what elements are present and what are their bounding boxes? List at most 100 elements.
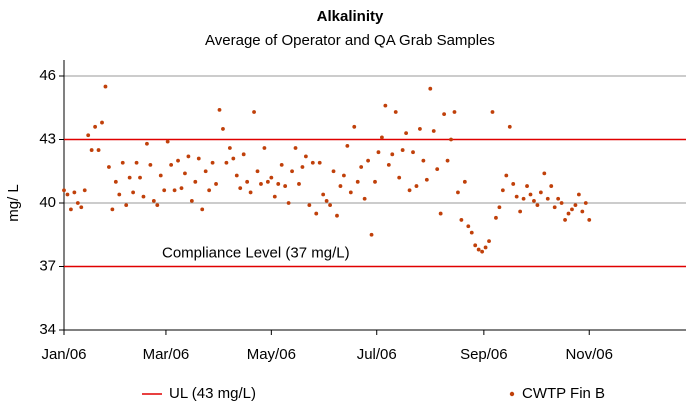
data-point: [290, 169, 294, 174]
data-point: [580, 209, 585, 214]
data-point: [452, 110, 457, 114]
data-point: [504, 173, 509, 178]
data-point: [456, 190, 460, 195]
data-point: [224, 160, 229, 165]
data-point: [497, 205, 502, 210]
data-point: [248, 190, 253, 195]
data-point: [79, 205, 84, 210]
data-point: [120, 160, 125, 165]
x-tick-label: Jan/06: [41, 346, 86, 363]
data-point: [124, 203, 129, 208]
data-point: [238, 186, 243, 191]
legend-label: UL (43 mg/L): [169, 385, 256, 402]
data-point: [186, 154, 191, 159]
data-point: [151, 198, 156, 203]
data-point: [107, 165, 111, 169]
data-point: [521, 196, 526, 201]
data-point: [62, 188, 66, 193]
data-point: [110, 207, 115, 212]
data-point: [297, 182, 301, 186]
data-point: [397, 175, 402, 180]
data-point: [480, 249, 485, 254]
data-point: [200, 207, 205, 212]
data-point: [321, 192, 326, 197]
data-point: [183, 171, 187, 176]
data-point: [393, 110, 398, 114]
data-point: [259, 182, 263, 186]
chart-title: Alkalinity: [317, 8, 384, 25]
y-tick-label: 34: [39, 321, 56, 338]
data-point: [483, 245, 488, 250]
data-point: [241, 152, 246, 157]
data-point: [342, 173, 346, 178]
data-point: [207, 188, 212, 193]
data-point: [476, 247, 481, 252]
chart-subtitle: Average of Operator and QA Grab Samples: [205, 32, 495, 49]
data-point: [400, 148, 405, 152]
data-point: [435, 167, 440, 172]
data-point: [310, 160, 315, 165]
data-point: [411, 150, 415, 155]
data-point: [459, 218, 464, 222]
data-point: [566, 211, 571, 216]
data-point: [535, 203, 540, 208]
data-point: [314, 211, 319, 216]
data-point: [89, 148, 94, 152]
data-point: [573, 203, 578, 208]
data-point: [131, 190, 136, 195]
data-point: [362, 196, 367, 201]
data-point: [300, 165, 305, 169]
data-point: [366, 158, 370, 163]
data-point: [545, 196, 550, 201]
data-point: [380, 135, 384, 140]
data-point: [279, 163, 284, 167]
data-point: [169, 163, 174, 167]
data-point: [265, 179, 270, 184]
data-point: [162, 188, 167, 193]
data-point: [217, 107, 222, 112]
data-point: [542, 171, 547, 176]
data-point: [189, 198, 194, 203]
data-point: [65, 192, 70, 197]
data-point: [583, 201, 588, 205]
data-point: [176, 158, 180, 163]
data-point: [376, 150, 381, 155]
data-point: [559, 201, 564, 205]
data-point: [514, 194, 519, 199]
data-point: [556, 196, 561, 201]
data-point: [100, 120, 104, 125]
data-point: [165, 139, 170, 144]
x-tick-label: Jul/06: [357, 346, 397, 363]
data-point: [414, 184, 419, 188]
data-point: [490, 110, 495, 114]
data-point: [231, 156, 236, 161]
legend-label: CWTP Fin B: [522, 385, 605, 402]
data-point: [210, 160, 215, 165]
data-point: [331, 169, 336, 174]
data-point: [179, 186, 184, 191]
data-point: [72, 190, 77, 195]
data-point: [127, 175, 132, 180]
data-point: [283, 184, 288, 188]
data-point: [69, 207, 73, 212]
data-point: [93, 124, 97, 129]
data-point: [563, 218, 567, 222]
data-point: [487, 239, 491, 244]
data-point: [473, 243, 478, 248]
data-point: [390, 152, 395, 157]
data-point: [421, 158, 426, 163]
data-point: [272, 194, 277, 199]
data-point: [449, 137, 453, 142]
data-point: [518, 209, 523, 214]
y-tick-label: 40: [39, 194, 56, 211]
data-point: [317, 160, 322, 165]
data-point: [134, 160, 139, 165]
data-point: [214, 182, 218, 186]
data-point: [276, 182, 281, 186]
data-point: [262, 146, 267, 150]
data-point: [324, 198, 329, 203]
data-point: [227, 146, 232, 150]
annotation: Compliance Level (37 mg/L): [162, 244, 350, 261]
data-point: [103, 84, 108, 89]
